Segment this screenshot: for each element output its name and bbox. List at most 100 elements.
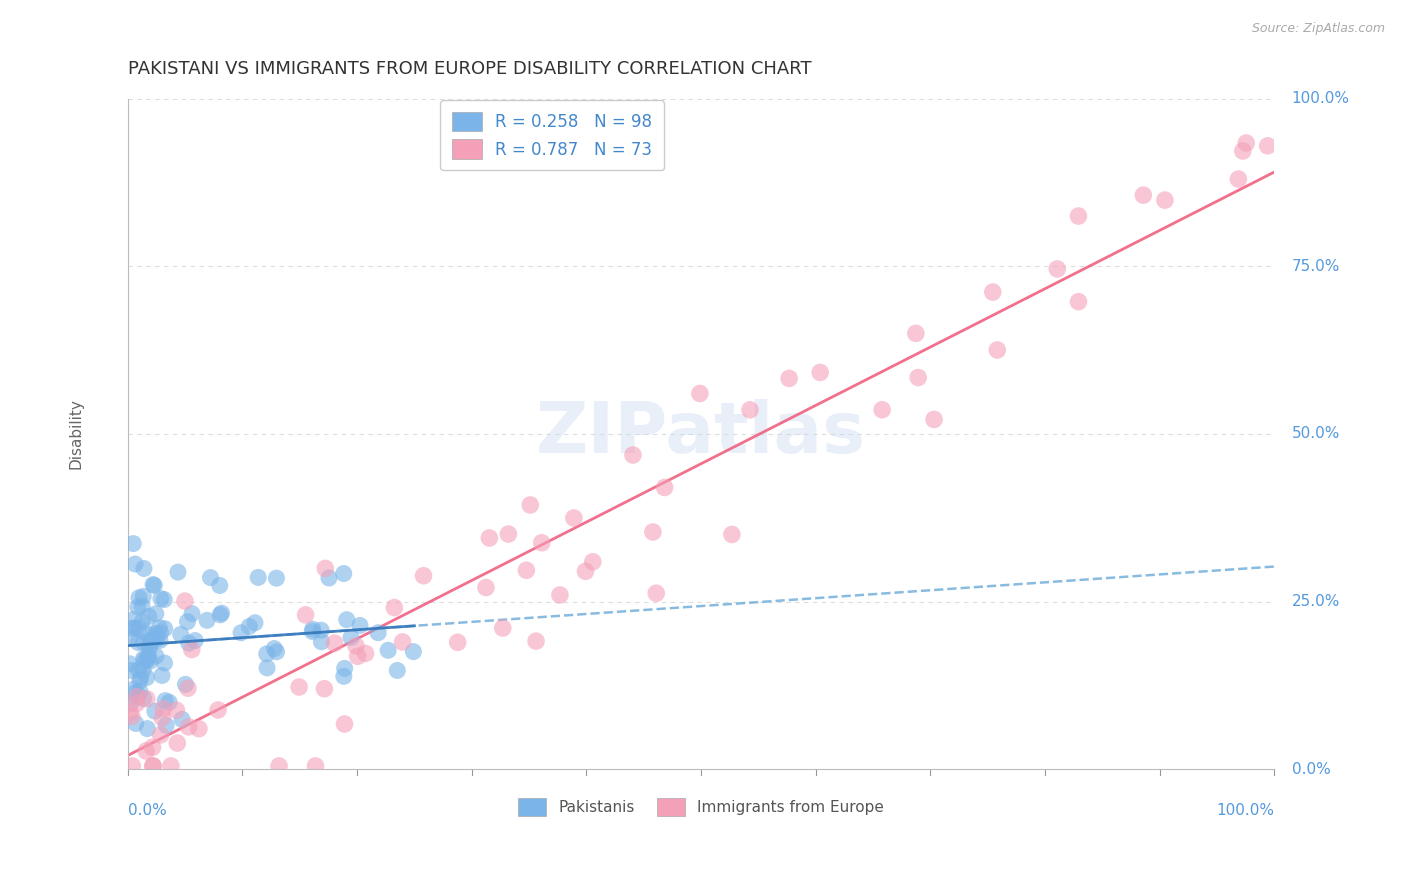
Point <box>808 366 831 380</box>
Point <box>165 703 187 717</box>
Point <box>138 640 160 655</box>
Point <box>138 609 160 624</box>
Point <box>387 664 409 678</box>
Point <box>120 706 142 720</box>
Point <box>267 759 290 773</box>
Point <box>127 635 149 649</box>
Point <box>149 633 172 648</box>
Point <box>562 511 585 525</box>
Point <box>149 591 172 606</box>
Text: 100.0%: 100.0% <box>1216 803 1274 818</box>
Point <box>120 697 142 711</box>
Text: 25.0%: 25.0% <box>1292 594 1340 609</box>
Point <box>1132 188 1154 202</box>
Point <box>574 564 596 578</box>
Point <box>139 633 162 648</box>
Point <box>311 634 333 648</box>
Point <box>778 371 800 385</box>
Text: 0.0%: 0.0% <box>128 803 166 818</box>
Point <box>1067 294 1090 309</box>
Point <box>136 648 159 663</box>
Point <box>128 684 150 698</box>
Point <box>229 625 252 640</box>
Point <box>492 621 515 635</box>
Point <box>498 527 520 541</box>
Point <box>314 561 336 575</box>
Point <box>266 645 288 659</box>
Point <box>332 566 354 581</box>
Point <box>354 647 377 661</box>
Point <box>309 624 332 638</box>
Point <box>336 613 359 627</box>
Point <box>304 759 326 773</box>
Point <box>641 524 664 539</box>
Point <box>128 591 150 605</box>
Point <box>323 636 346 650</box>
Text: Disability: Disability <box>69 399 84 469</box>
Point <box>645 586 668 600</box>
Point <box>127 600 149 615</box>
Point <box>207 703 229 717</box>
Point <box>153 656 176 670</box>
Text: 0.0%: 0.0% <box>1292 762 1330 777</box>
Point <box>349 618 371 632</box>
Point <box>1154 193 1177 207</box>
Point <box>402 645 425 659</box>
Point <box>132 561 155 575</box>
Point <box>1067 209 1090 223</box>
Point <box>128 663 150 677</box>
Point <box>721 527 744 541</box>
Point <box>301 622 323 636</box>
Point <box>157 695 180 709</box>
Point <box>288 680 311 694</box>
Point <box>121 759 143 773</box>
Point <box>145 649 167 664</box>
Point <box>367 625 389 640</box>
Point <box>177 681 200 695</box>
Point <box>184 633 207 648</box>
Point <box>152 702 174 716</box>
Point <box>1232 144 1254 158</box>
Text: 75.0%: 75.0% <box>1292 259 1340 274</box>
Point <box>125 716 148 731</box>
Point <box>135 671 157 685</box>
Point <box>211 606 233 620</box>
Point <box>922 412 945 426</box>
Point <box>738 402 761 417</box>
Point <box>333 669 356 683</box>
Point <box>181 607 204 621</box>
Point <box>243 615 266 630</box>
Point <box>530 535 553 549</box>
Point <box>333 661 356 675</box>
Point <box>141 632 163 647</box>
Point <box>153 622 176 636</box>
Point <box>174 677 197 691</box>
Point <box>150 668 173 682</box>
Point <box>904 326 927 341</box>
Point <box>314 681 336 696</box>
Point <box>344 639 367 653</box>
Point <box>200 571 222 585</box>
Point <box>515 563 537 577</box>
Point <box>135 744 157 758</box>
Point <box>986 343 1008 357</box>
Point <box>128 673 150 688</box>
Point <box>132 654 155 668</box>
Point <box>122 536 145 550</box>
Point <box>145 632 167 647</box>
Point <box>187 722 209 736</box>
Point <box>301 624 323 639</box>
Point <box>382 600 405 615</box>
Point <box>208 578 231 592</box>
Point <box>121 709 143 723</box>
Point <box>120 630 142 644</box>
Point <box>118 657 141 671</box>
Point <box>125 690 148 704</box>
Point <box>166 736 188 750</box>
Point <box>142 759 165 773</box>
Point <box>155 718 177 732</box>
Point <box>142 759 165 773</box>
Point <box>582 555 605 569</box>
Point <box>122 612 145 626</box>
Point <box>155 693 177 707</box>
